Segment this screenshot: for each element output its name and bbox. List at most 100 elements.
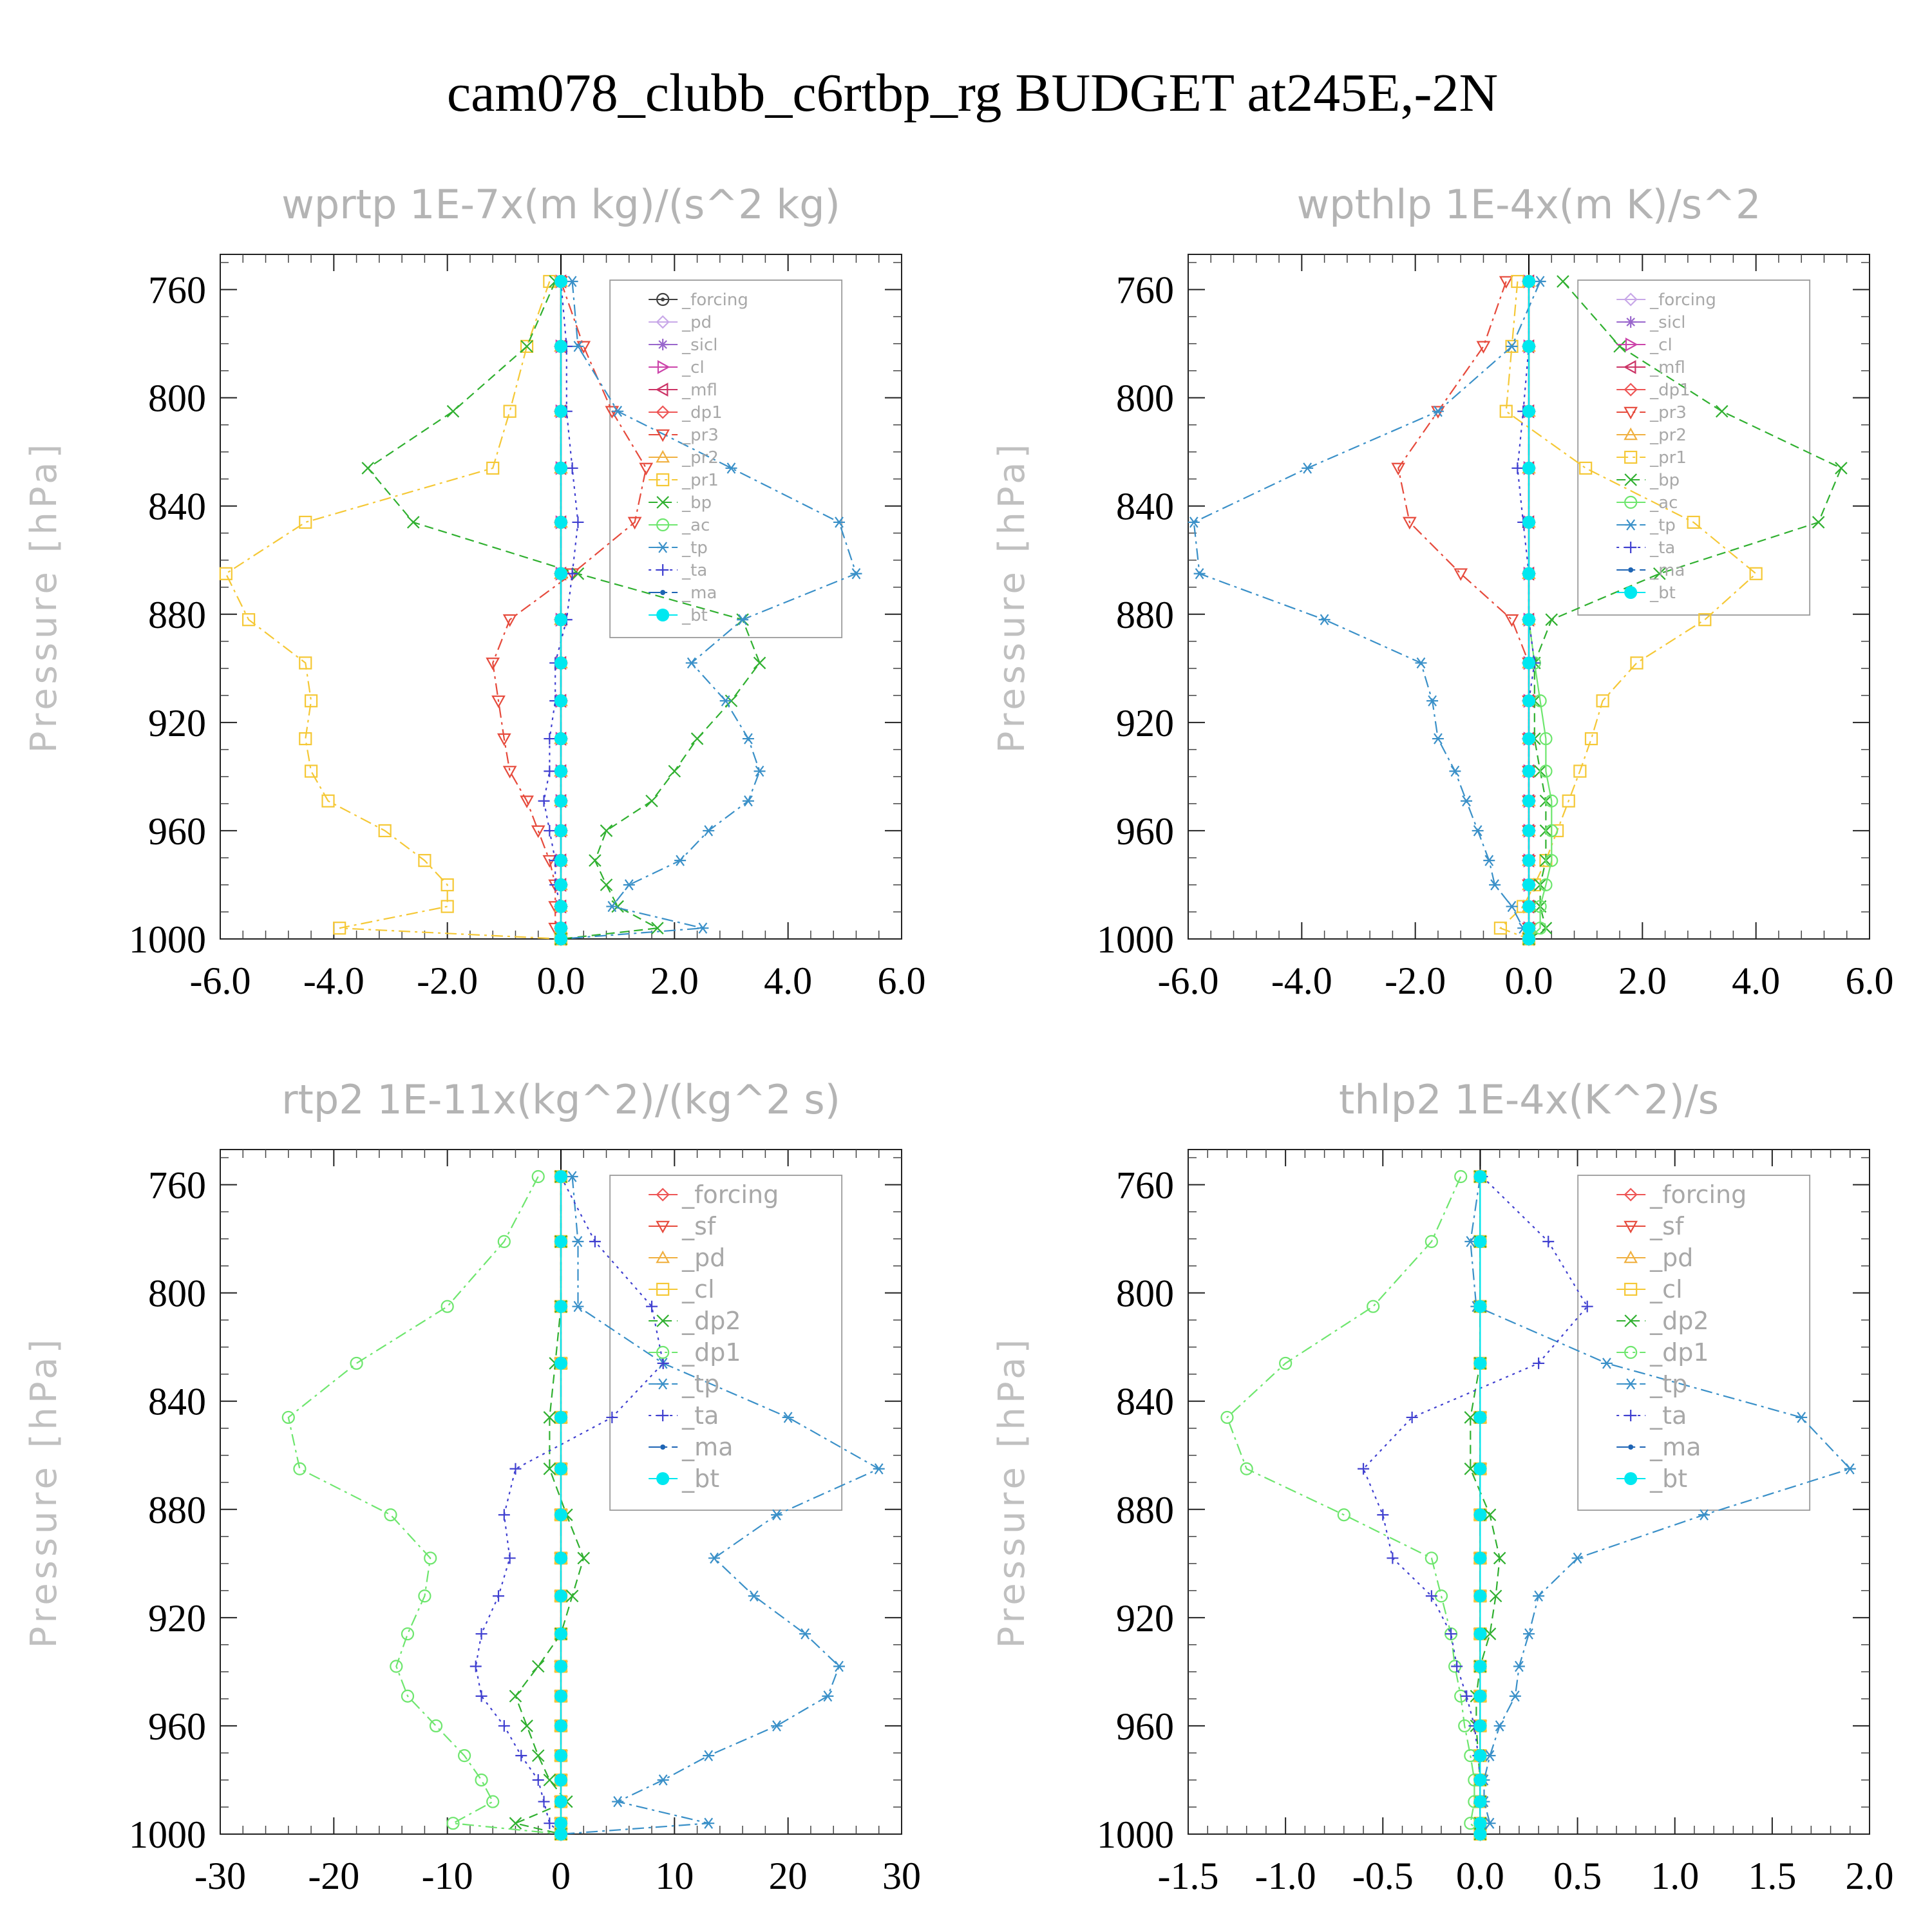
series-point_bp [645,794,658,808]
y-tick-label: 800 [148,1273,206,1315]
legend-label: _bt [1649,1464,1687,1493]
legend-swatch-marker [657,360,670,374]
x-tick-label: 0.0 [1456,1855,1504,1897]
series-point_bt [1473,1508,1487,1522]
series-point_bt [1522,824,1535,837]
series-point_bp [1715,404,1728,418]
legend-swatch-marker-dot [661,298,665,301]
series-point_dp1 [390,1660,403,1673]
series-point_dp1 [486,1795,500,1808]
series-point_dp2 [1483,1508,1497,1521]
series-point_dp1 [401,1627,415,1641]
series-point_bt [554,656,567,670]
legend-label: _pr3 [1649,403,1687,422]
x-tick-label: 0.0 [1505,960,1553,1002]
series-point_dp1 [440,1300,454,1313]
legend-label: _forcing [681,290,748,310]
series-point_dp1 [531,1170,545,1184]
series-point_dp1 [281,1410,295,1425]
x-tick-label: 2.0 [1846,1855,1894,1897]
legend-swatch-marker [1624,1220,1638,1234]
series-point_ac [1545,854,1558,867]
legend-swatch-marker [1624,450,1638,464]
series-point_pr3 [520,795,534,808]
series-point_pr3 [486,658,500,670]
series-point_tp [1573,1552,1582,1564]
series-point_dp2 [1464,1463,1477,1475]
series-point_bt [554,1795,567,1808]
series-point_ac [1539,732,1553,746]
y-tick-label: 880 [148,1489,206,1531]
series-point_pr1 [486,461,500,475]
series-point_tp [744,733,753,744]
series-point_bt [1473,1773,1487,1786]
series-point_tp [744,795,753,807]
series-point_dp1 [293,1462,307,1475]
series-point_tp [1473,825,1482,837]
series-point_pr3 [497,733,511,746]
series-point_bp [1653,567,1666,580]
series-point_pr1 [1579,461,1593,475]
series-point_pr1 [440,900,454,913]
series-point_pr1 [503,404,516,418]
series-point_bp [1613,340,1626,353]
series-point_bt [1522,794,1535,808]
series-point_bt [1473,1170,1487,1184]
series-point_tp [573,1301,583,1312]
series-point_dp1 [1279,1356,1293,1370]
series-point_bt [554,1828,567,1841]
series-point_pr3 [502,614,517,627]
series-point_dp2 [1493,1551,1506,1565]
y-tick-label: 920 [1116,1597,1174,1640]
series-group [219,274,862,947]
series-point_bp [753,656,766,670]
series-point_pr1 [418,854,431,867]
series-point_bt [1473,1795,1487,1808]
series-line_pr1 [1499,281,1757,940]
series-point_bp [600,878,613,891]
y-axis-label: Pressure [hPa] [23,1336,65,1649]
series-point_bt [1522,567,1535,580]
series-point_bt [1522,922,1535,935]
series-point_bt [554,1627,567,1641]
x-tick-label: 6.0 [878,960,926,1002]
legend-label: _dp2 [681,1307,741,1335]
legend-swatch-marker [656,1472,670,1485]
series-point_bt [554,824,567,837]
legend-label: _ac [681,516,710,535]
legend-swatch-marker [656,450,670,463]
legend-label: _ac [1649,493,1678,513]
series-point_tp [823,1690,833,1702]
series-point_dp2 [543,1463,556,1475]
series-point_bt [1522,764,1535,778]
series-point_tp [613,1795,623,1808]
series-point_dp1 [1337,1508,1350,1522]
series-point_bt [554,1689,567,1703]
series-point_bt [1522,878,1535,891]
series-point_tp [835,1660,844,1672]
x-tick-label: -4.0 [1271,960,1332,1002]
series-point_bt [554,1170,567,1184]
series-point_tp [1434,733,1443,744]
legend-swatch-marker [656,1250,670,1264]
series-point_tp [1495,1720,1504,1732]
series-point_bt [554,764,567,778]
series-line_ta [475,1176,664,1835]
y-tick-label: 800 [1116,377,1174,420]
legend-swatch-marker [655,383,668,397]
y-tick-label: 800 [1116,1273,1174,1315]
legend-label: _cl [681,1275,714,1303]
series-point_tp [1320,614,1329,625]
x-tick-label: -10 [422,1855,473,1897]
series-point_bt [1522,900,1535,913]
series-point_bp [406,516,420,529]
legend-label: _ta [1649,538,1675,558]
legend-label: _bp [681,493,712,513]
series-point_bt [554,1817,567,1830]
series-point_bt [1473,1551,1487,1565]
series-point_tp [1303,462,1312,474]
legend-swatch-marker [1626,317,1635,327]
series-point_tp [676,855,685,866]
series-point_tp [721,695,730,706]
